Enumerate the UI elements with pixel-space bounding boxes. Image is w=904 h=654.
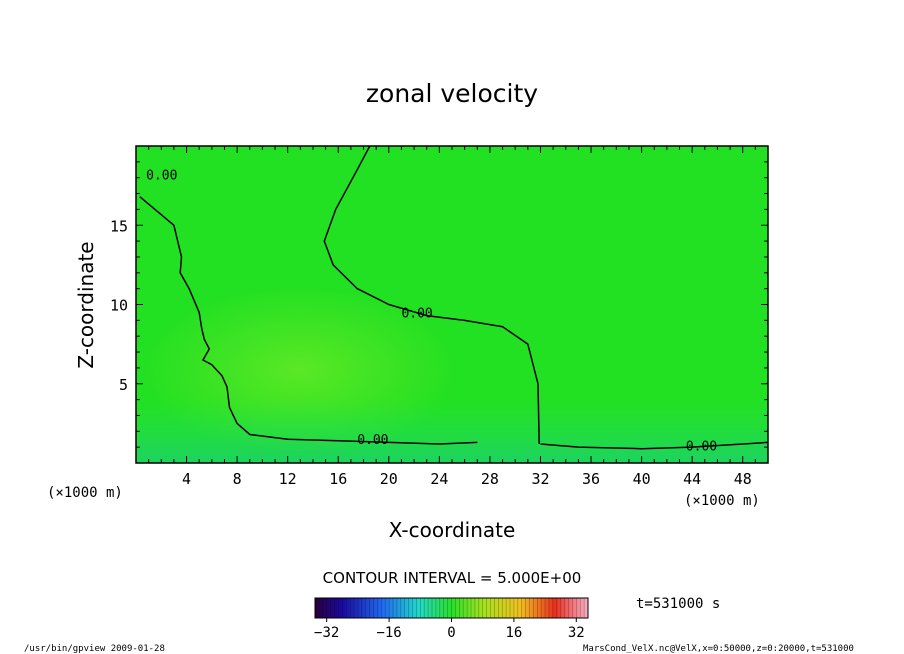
colorbar-tick-label: 16	[505, 625, 522, 641]
colorbar-tick-label: −16	[376, 625, 401, 641]
footer-right: MarsCond_VelX.nc@VelX,x=0:50000,z=0:2000…	[583, 644, 854, 654]
colorbar-ticks: −32 −16 0 16 32	[314, 618, 585, 641]
y-axis-label: Z-coordinate	[74, 241, 98, 368]
colorbar-tick-label: −32	[314, 625, 339, 641]
y-tick-label: 10	[110, 297, 128, 315]
contour-label-1: 0.00	[357, 433, 388, 448]
x-tick-label: 44	[683, 470, 701, 488]
time-label: t=531000 s	[636, 596, 720, 612]
footer-left: /usr/bin/gpview 2009-01-28	[24, 644, 165, 654]
contour-labels: 0.00 0.00 0.00 0.00	[146, 169, 717, 455]
x-unit-right: (×1000 m)	[684, 493, 760, 509]
colorbar-divisions	[318, 598, 585, 618]
y-tick-label: 15	[110, 217, 128, 235]
x-tick-label: 4	[182, 470, 191, 488]
x-tick-label: 28	[481, 470, 499, 488]
x-tick-label: 36	[582, 470, 600, 488]
contour-label-2: 0.00	[686, 440, 717, 455]
x-tick-label: 20	[380, 470, 398, 488]
x-tick-label: 48	[734, 470, 752, 488]
y-axis-ticks: 5 10 15	[110, 161, 768, 448]
colorbar-tick-label: 32	[568, 625, 585, 641]
x-unit-left: (×1000 m)	[47, 485, 123, 501]
x-axis-ticks: 4 8 12 16 20 24 28 32 36 40 44 48	[148, 146, 756, 488]
x-tick-label: 24	[430, 470, 448, 488]
y-tick-label: 5	[119, 376, 128, 394]
contour-line-1	[139, 196, 478, 445]
chart-title: zonal velocity	[366, 79, 538, 108]
field-bottom-band	[136, 400, 768, 463]
plot-area	[135, 145, 769, 464]
x-tick-label: 16	[329, 470, 347, 488]
x-tick-label: 32	[531, 470, 549, 488]
contour-interval: CONTOUR INTERVAL = 5.000E+00	[323, 569, 582, 587]
contour-line-2	[540, 441, 769, 450]
x-tick-label: 40	[633, 470, 651, 488]
contour-line-0	[323, 145, 540, 445]
contour-lines	[139, 145, 769, 450]
x-tick-label: 12	[279, 470, 297, 488]
x-axis-label: X-coordinate	[389, 518, 516, 542]
contour-label-0: 0.00	[401, 306, 432, 321]
contour-label-3: 0.00	[146, 169, 177, 184]
x-tick-label: 8	[233, 470, 242, 488]
colorbar-tick-label: 0	[447, 625, 455, 641]
